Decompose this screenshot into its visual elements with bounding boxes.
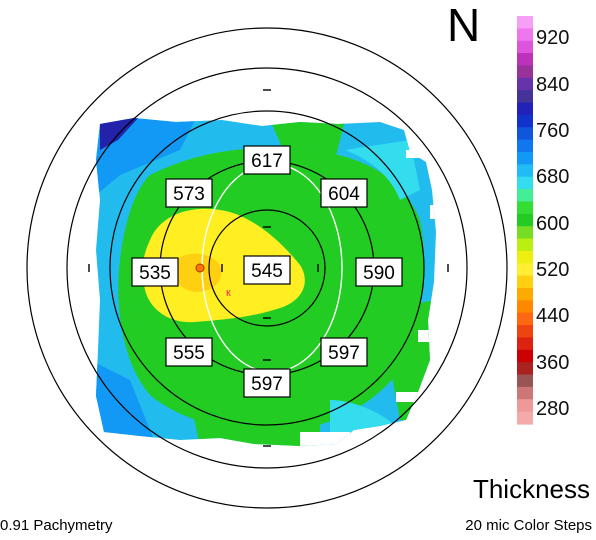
value-box-bottom: 597 <box>243 368 291 398</box>
gap-5 <box>300 432 350 446</box>
color-scale-swatch <box>517 275 533 289</box>
scale-label-920: 920 <box>536 27 569 49</box>
color-scale-swatch <box>517 40 533 54</box>
color-scale-swatch <box>517 349 533 363</box>
ring-7mm <box>109 110 425 426</box>
color-scale-swatch <box>517 226 533 240</box>
color-scale-swatch <box>517 325 533 339</box>
color-scale-swatch <box>517 152 533 165</box>
gap-4 <box>396 392 426 402</box>
value-lower-right: 597 <box>328 343 360 364</box>
map-title: Thickness <box>472 474 590 504</box>
color-scale-swatch <box>517 53 533 67</box>
color-scale-swatch <box>517 399 533 413</box>
color-scale-swatch <box>517 238 533 252</box>
gap-3 <box>418 330 436 342</box>
value-box-upper-left: 573 <box>165 178 213 208</box>
value-bottom: 597 <box>251 374 283 395</box>
color-scale-swatch <box>517 250 533 264</box>
color-scale-swatch <box>517 77 533 91</box>
color-scale-swatch <box>517 114 533 128</box>
color-scale-swatch <box>517 201 533 215</box>
field-cyan-upper-right <box>345 140 420 200</box>
color-scale-swatch <box>517 312 533 326</box>
value-box-lower-left: 555 <box>165 337 213 367</box>
color-scale-swatch <box>517 164 533 178</box>
color-scale-labels: 920 840 760 680 600 520 440 360 280 <box>536 27 569 420</box>
value-box-top: 617 <box>243 145 291 175</box>
value-box-lower-right: 597 <box>320 337 368 367</box>
pupil-center-marker <box>195 263 205 273</box>
scale-label-680: 680 <box>536 166 569 188</box>
orientation-label: N <box>447 0 481 51</box>
central-value-box: 545 <box>243 255 291 285</box>
color-scale-swatch <box>517 176 533 190</box>
color-scale-swatch <box>517 300 533 314</box>
gap-2 <box>430 205 436 219</box>
color-scale-swatch <box>517 263 533 277</box>
color-scale-swatch <box>517 337 533 351</box>
color-scale-swatch <box>517 127 533 141</box>
color-scale-bar <box>517 16 533 425</box>
value-upper-right: 604 <box>328 184 360 205</box>
ring-11mm <box>26 27 508 509</box>
apex-marker: к <box>226 287 231 299</box>
central-value: 545 <box>251 261 283 282</box>
value-right: 590 <box>363 263 395 284</box>
scale-label-840: 840 <box>536 74 569 96</box>
color-scale-swatch <box>517 374 533 388</box>
ring-9mm <box>66 67 468 469</box>
scale-label-360: 360 <box>536 352 569 374</box>
gap-1 <box>406 150 420 158</box>
scale-label-520: 520 <box>536 259 569 281</box>
color-scale-swatch <box>517 65 533 79</box>
scale-label-280: 280 <box>536 398 569 420</box>
field-green-bottom <box>190 400 320 446</box>
color-steps-caption: 20 mic Color Steps <box>465 517 592 534</box>
scale-label-760: 760 <box>536 120 569 142</box>
scale-label-600: 600 <box>536 213 569 235</box>
color-scale-swatch <box>517 28 533 42</box>
value-lower-left: 555 <box>173 343 205 364</box>
color-scale-swatch <box>517 189 533 203</box>
color-scale-swatch <box>517 213 533 227</box>
value-box-left: 535 <box>131 257 179 287</box>
field-thick-lower-left <box>96 360 160 446</box>
color-scale-swatch <box>517 102 533 116</box>
pachymetry-caption: 0.91 Pachymetry <box>0 517 113 534</box>
color-scale-swatch <box>517 362 533 376</box>
ring-3mm <box>208 209 326 327</box>
reference-rings <box>26 27 508 509</box>
color-scale-swatch <box>517 288 533 301</box>
value-box-upper-right: 604 <box>320 178 368 208</box>
field-thin-yellow <box>142 208 305 323</box>
value-upper-left: 573 <box>173 184 205 205</box>
color-scale-swatch <box>517 411 533 425</box>
color-scale-swatch <box>517 386 533 400</box>
scale-label-440: 440 <box>536 305 569 327</box>
color-scale-swatch <box>517 90 533 104</box>
value-top: 617 <box>251 151 283 172</box>
color-scale-swatch <box>517 16 533 29</box>
value-left: 535 <box>139 263 171 284</box>
color-scale-swatch <box>517 139 533 153</box>
value-box-right: 590 <box>355 257 403 287</box>
